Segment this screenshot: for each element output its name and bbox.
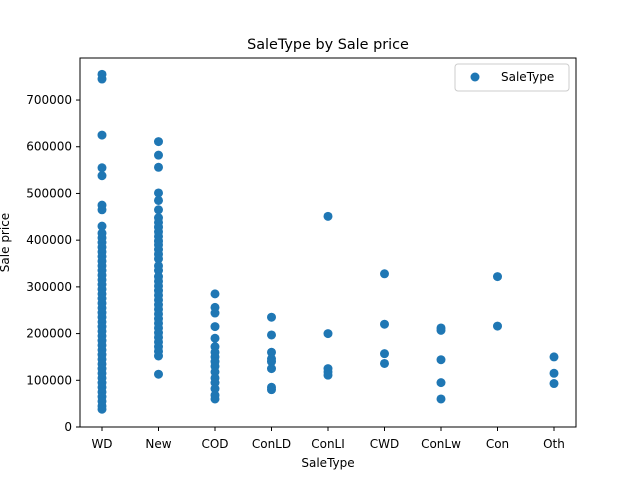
data-point	[267, 357, 276, 367]
data-point	[154, 137, 163, 147]
data-point	[210, 289, 220, 299]
data-point	[549, 368, 559, 378]
legend: SaleType	[454, 63, 570, 92]
x-axis-label: SaleType	[301, 456, 354, 470]
data-point	[267, 347, 276, 357]
data-point	[154, 351, 163, 361]
y-tick-label: 400000	[26, 233, 72, 247]
data-point	[154, 205, 163, 215]
data-point	[97, 130, 107, 140]
data-point	[549, 352, 559, 362]
data-point	[493, 272, 502, 282]
x-tick-label-cod: COD	[201, 437, 228, 451]
data-point	[436, 355, 446, 365]
data-point	[267, 312, 276, 322]
legend-label: SaleType	[501, 70, 554, 84]
x-tick-label-con: Con	[486, 437, 509, 451]
data-point	[97, 205, 107, 215]
y-tick-label: 500000	[26, 186, 72, 200]
data-point	[323, 211, 333, 221]
data-point	[154, 188, 163, 198]
data-point	[436, 325, 446, 335]
data-point	[323, 329, 333, 339]
data-point	[97, 221, 107, 231]
data-point	[380, 319, 389, 329]
x-tick-label-new: New	[145, 437, 171, 451]
data-point	[210, 333, 220, 343]
data-point	[267, 364, 276, 374]
y-tick-label: 700000	[26, 93, 72, 107]
data-point	[154, 369, 163, 379]
data-points	[97, 69, 559, 414]
x-tick-label-conli: ConLI	[311, 437, 345, 451]
chart-title: SaleType by Sale price	[247, 37, 409, 53]
data-point	[267, 385, 276, 395]
data-point	[436, 378, 446, 388]
y-axis-label: Sale price	[0, 213, 12, 272]
data-point	[380, 349, 389, 359]
x-axis: WD New COD ConLD ConLI CWD ConLw Con Oth	[91, 427, 565, 451]
data-point	[97, 404, 107, 414]
data-point	[323, 370, 333, 380]
legend-box	[454, 63, 570, 92]
y-tick-label: 300000	[26, 280, 72, 294]
data-point	[154, 150, 163, 160]
data-point	[154, 162, 163, 172]
x-tick-label-cwd: CWD	[370, 437, 399, 451]
y-tick-label: 600000	[26, 140, 72, 154]
legend-marker	[470, 72, 480, 82]
x-tick-label-wd: WD	[91, 437, 112, 451]
data-point	[97, 163, 107, 173]
x-tick-label-conlw: ConLw	[421, 437, 461, 451]
y-tick-label: 100000	[26, 373, 72, 387]
data-point	[380, 358, 389, 368]
data-point	[154, 195, 163, 205]
data-point	[493, 321, 502, 331]
data-point	[210, 394, 220, 404]
x-tick-label-conld: ConLD	[252, 437, 291, 451]
data-point	[267, 330, 276, 340]
x-tick-label-oth: Oth	[543, 437, 565, 451]
data-point	[97, 171, 107, 181]
data-point	[380, 269, 389, 279]
y-axis: 0 100000 200000 300000 400000 500000 600000 700…	[26, 93, 80, 434]
y-tick-label: 0	[64, 420, 72, 434]
data-point	[97, 74, 107, 84]
data-point	[549, 379, 559, 389]
plot-frame	[79, 57, 577, 428]
data-point	[210, 322, 220, 332]
y-tick-label: 200000	[26, 327, 72, 341]
data-point	[210, 384, 220, 394]
data-point	[210, 308, 220, 318]
data-point	[436, 394, 446, 404]
data-point	[154, 254, 163, 264]
